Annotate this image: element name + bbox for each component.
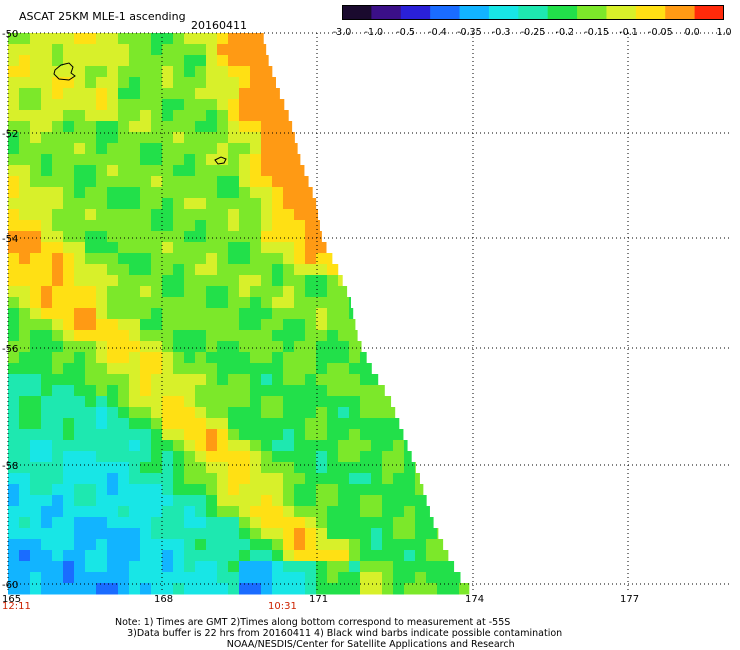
colorbar-segment bbox=[488, 5, 519, 20]
colorbar-tick-label: -0.3 bbox=[491, 27, 511, 38]
chart-title: ASCAT 25KM MLE-1 ascending bbox=[19, 10, 186, 23]
colorbar-segment bbox=[430, 5, 461, 20]
footer-line-1: Note: 1) Times are GMT 2)Times along bot… bbox=[115, 617, 511, 628]
latitude-label: -56 bbox=[2, 344, 18, 355]
longitude-label: 174 bbox=[465, 594, 484, 605]
time-label: 10:31 bbox=[268, 601, 297, 612]
chart-date: 20160411 bbox=[191, 19, 247, 32]
longitude-label: 165 bbox=[2, 594, 21, 605]
footer-line-2: 3)Data buffer is 22 hrs from 20160411 4)… bbox=[127, 628, 563, 639]
colorbar-tick-label: -0.35 bbox=[457, 27, 482, 38]
latitude-label: -50 bbox=[2, 29, 18, 40]
latitude-label: -54 bbox=[2, 234, 18, 245]
island-outline bbox=[214, 156, 227, 165]
colorbar-segment bbox=[694, 5, 724, 20]
colorbar-tick-label: -3.0 bbox=[332, 27, 352, 38]
graticule bbox=[7, 32, 730, 590]
colorbar-tick-label: -0.4 bbox=[428, 27, 447, 38]
colorbar-tick-label: -1.0 bbox=[364, 27, 384, 38]
latitude-label: -60 bbox=[2, 580, 18, 591]
longitude-label: 177 bbox=[620, 594, 639, 605]
longitude-label: 171 bbox=[309, 594, 328, 605]
colorbar-segment bbox=[518, 5, 549, 20]
footer-notes: Note: 1) Times are GMT 2)Times along bot… bbox=[115, 617, 562, 650]
colorbar-segment bbox=[459, 5, 490, 20]
colorbar bbox=[342, 5, 724, 20]
colorbar-segment bbox=[606, 5, 637, 20]
colorbar-segment bbox=[577, 5, 608, 20]
latitude-label: -58 bbox=[2, 461, 18, 472]
colorbar-segment bbox=[371, 5, 402, 20]
time-label: 12:11 bbox=[2, 601, 31, 612]
colorbar-segment bbox=[547, 5, 578, 20]
island-outline bbox=[53, 62, 76, 81]
latitude-label: -52 bbox=[2, 129, 18, 140]
longitude-label: 168 bbox=[154, 594, 173, 605]
colorbar-segment bbox=[665, 5, 696, 20]
colorbar-segment bbox=[400, 5, 431, 20]
colorbar-segment bbox=[342, 5, 372, 20]
colorbar-segment bbox=[635, 5, 666, 20]
colorbar-tick-label: -0.5 bbox=[396, 27, 415, 38]
footer-line-3: NOAA/NESDIS/Center for Satellite Applica… bbox=[226, 639, 515, 650]
swath-field bbox=[8, 33, 470, 595]
